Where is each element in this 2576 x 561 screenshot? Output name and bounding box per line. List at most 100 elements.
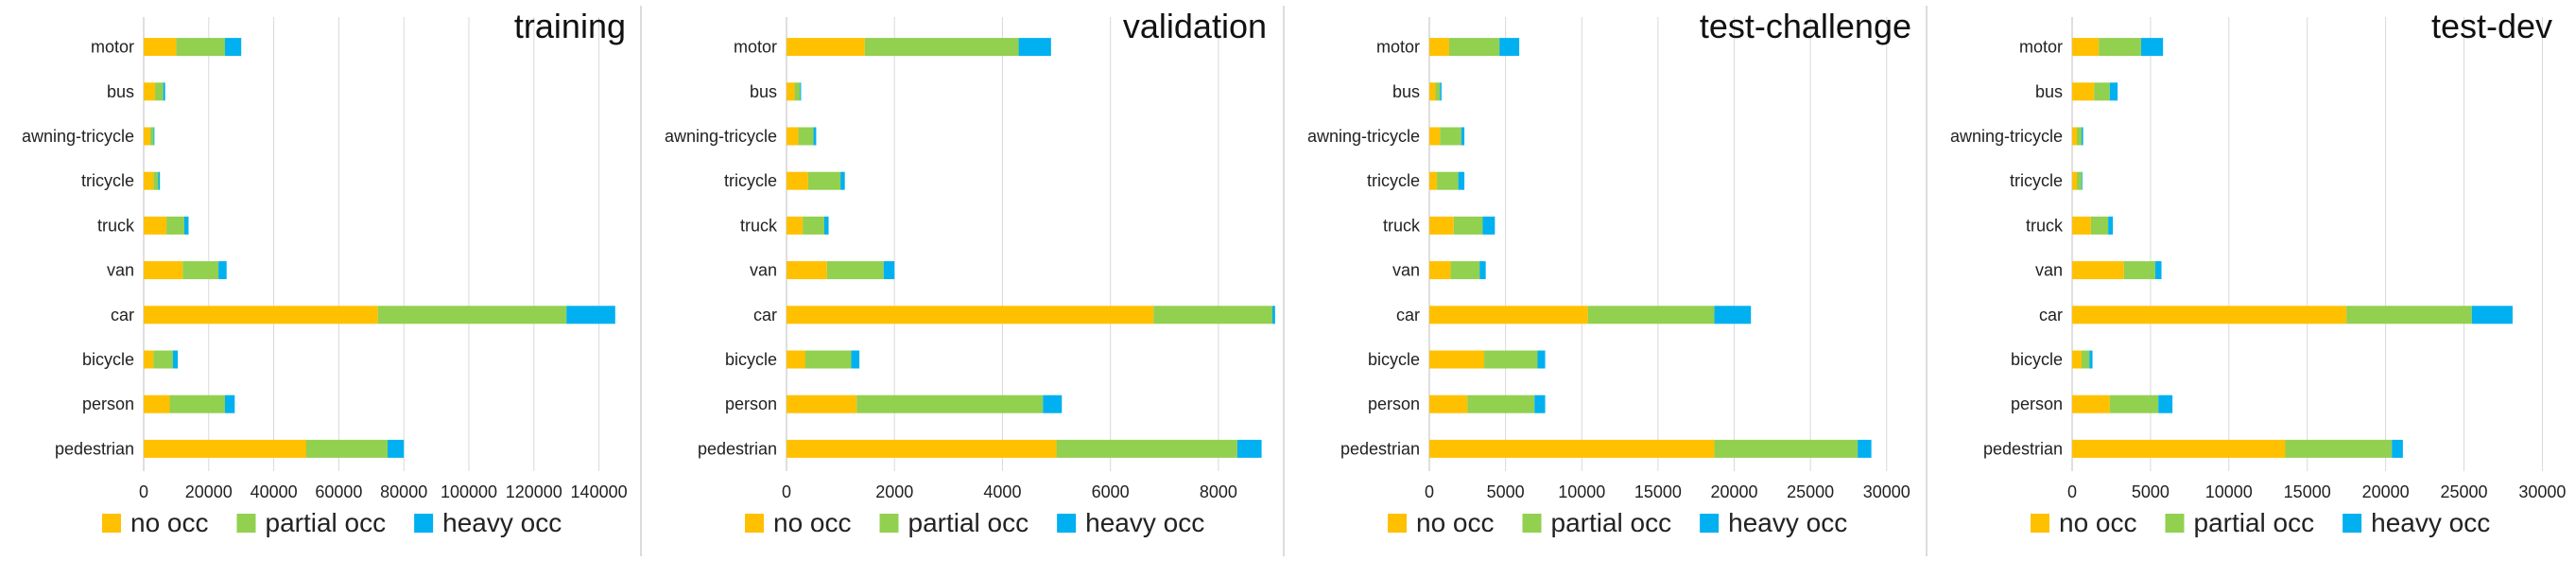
chart-panel-test-dev: 0 5000 10000 15000 20000 25000 30000 motor bus aw… <box>1950 7 2566 537</box>
bar-no-occ <box>2072 38 2100 57</box>
category-label: car <box>1396 306 1420 324</box>
legend-label: partial occ <box>266 508 387 537</box>
chart-panel-validation: 0 2000 4000 6000 8000 motor bus awning-tricycle… <box>665 7 1275 537</box>
category-label: bus <box>107 82 134 101</box>
bar-partial-occ <box>153 350 173 369</box>
category-label: bus <box>1392 82 1420 101</box>
bar-partial-occ <box>803 216 824 235</box>
bar-no-occ <box>144 394 170 413</box>
bar-heavy-occ <box>2081 171 2083 190</box>
category-label: bicycle <box>82 350 134 369</box>
bar-partial-occ <box>166 216 184 235</box>
category-label: tricycle <box>2010 171 2063 190</box>
bar-partial-occ <box>2094 82 2110 101</box>
legend-label: no occ <box>2059 508 2137 537</box>
category-label: person <box>82 394 134 413</box>
bar-no-occ <box>1429 216 1454 235</box>
x-tick-label: 20000 <box>185 482 233 501</box>
bar-heavy-occ <box>1458 171 1465 190</box>
category-label: tricycle <box>724 171 777 190</box>
bar-heavy-occ <box>2154 261 2162 280</box>
bar-no-occ <box>144 82 156 101</box>
category-label: person <box>1368 394 1420 413</box>
bar-heavy-occ <box>2471 306 2513 324</box>
legend-label: heavy occ <box>1085 508 1204 537</box>
bar-heavy-occ <box>1858 439 1872 458</box>
bar-partial-occ <box>1484 350 1538 369</box>
category-label: pedestrian <box>55 439 134 458</box>
bar-partial-occ <box>1453 216 1483 235</box>
chart-panel-test-challenge: 0 5000 10000 15000 20000 25000 30000 motor bus aw… <box>1307 7 1911 537</box>
bar-no-occ <box>2072 216 2091 235</box>
bar-partial-occ <box>856 394 1044 413</box>
x-tick-label: 4000 <box>983 482 1021 501</box>
legend-swatch <box>2031 514 2049 533</box>
x-tick-label: 120000 <box>506 482 562 501</box>
bar-heavy-occ <box>1043 394 1063 413</box>
bar-partial-occ <box>2099 38 2141 57</box>
bar-no-occ <box>1429 306 1588 324</box>
bar-partial-occ <box>169 394 225 413</box>
bar-heavy-occ <box>1534 394 1546 413</box>
bar-heavy-occ <box>153 127 155 146</box>
x-tick-label: 15000 <box>1634 482 1682 501</box>
category-label: car <box>2039 306 2063 324</box>
bar-no-occ <box>1429 439 1715 458</box>
bar-no-occ <box>2072 261 2124 280</box>
legend-label: partial occ <box>1551 508 1672 537</box>
bar-heavy-occ <box>2158 394 2173 413</box>
bar-no-occ <box>2072 82 2095 101</box>
x-tick-label: 0 <box>2067 482 2077 501</box>
legend-swatch <box>414 514 434 533</box>
x-tick-label: 5000 <box>2132 482 2170 501</box>
category-label: motor <box>2019 38 2063 57</box>
bar-no-occ <box>144 439 306 458</box>
category-label: pedestrian <box>1340 439 1420 458</box>
legend-swatch <box>236 514 256 533</box>
x-tick-label: 5000 <box>1487 482 1525 501</box>
bar-no-occ <box>2072 171 2077 190</box>
category-label: bus <box>2035 82 2063 101</box>
bar-no-occ <box>144 261 183 280</box>
category-label: person <box>725 394 777 413</box>
x-tick-label: 25000 <box>2440 482 2487 501</box>
bar-no-occ <box>1429 38 1449 57</box>
category-label: van <box>750 261 777 280</box>
bar-heavy-occ <box>1499 38 1520 57</box>
bar-partial-occ <box>182 261 219 280</box>
bar-heavy-occ <box>800 82 802 101</box>
bar-heavy-occ <box>1537 350 1546 369</box>
bar-no-occ <box>787 38 865 57</box>
bar-partial-occ <box>826 261 884 280</box>
bar-partial-occ <box>864 38 1019 57</box>
bar-heavy-occ <box>184 216 189 235</box>
category-label: truck <box>97 216 135 235</box>
bar-no-occ <box>1429 350 1485 369</box>
bar-partial-occ <box>2285 439 2393 458</box>
bar-no-occ <box>2072 127 2077 146</box>
legend-label: partial occ <box>908 508 1029 537</box>
legend-swatch <box>745 514 764 533</box>
bar-heavy-occ <box>158 171 161 190</box>
legend-label: heavy occ <box>1728 508 1847 537</box>
bar-partial-occ <box>2076 171 2082 190</box>
chart-title: validation <box>1123 7 1267 45</box>
legend-swatch <box>2343 514 2362 533</box>
bar-no-occ <box>1429 127 1441 146</box>
bar-heavy-occ <box>813 127 817 146</box>
bar-heavy-occ <box>163 82 165 101</box>
category-label: pedestrian <box>1983 439 2063 458</box>
x-tick-label: 80000 <box>380 482 427 501</box>
bar-partial-occ <box>1714 439 1859 458</box>
category-label: motor <box>734 38 777 57</box>
bar-partial-occ <box>2090 216 2109 235</box>
bar-partial-occ <box>1153 306 1272 324</box>
bar-heavy-occ <box>225 38 242 57</box>
category-label: bicycle <box>2011 350 2063 369</box>
x-tick-label: 30000 <box>2518 482 2566 501</box>
bar-partial-occ <box>2123 261 2155 280</box>
legend-swatch <box>1057 514 1077 533</box>
legend-swatch <box>1388 514 1407 533</box>
chart-title: test-challenge <box>1700 7 1911 45</box>
